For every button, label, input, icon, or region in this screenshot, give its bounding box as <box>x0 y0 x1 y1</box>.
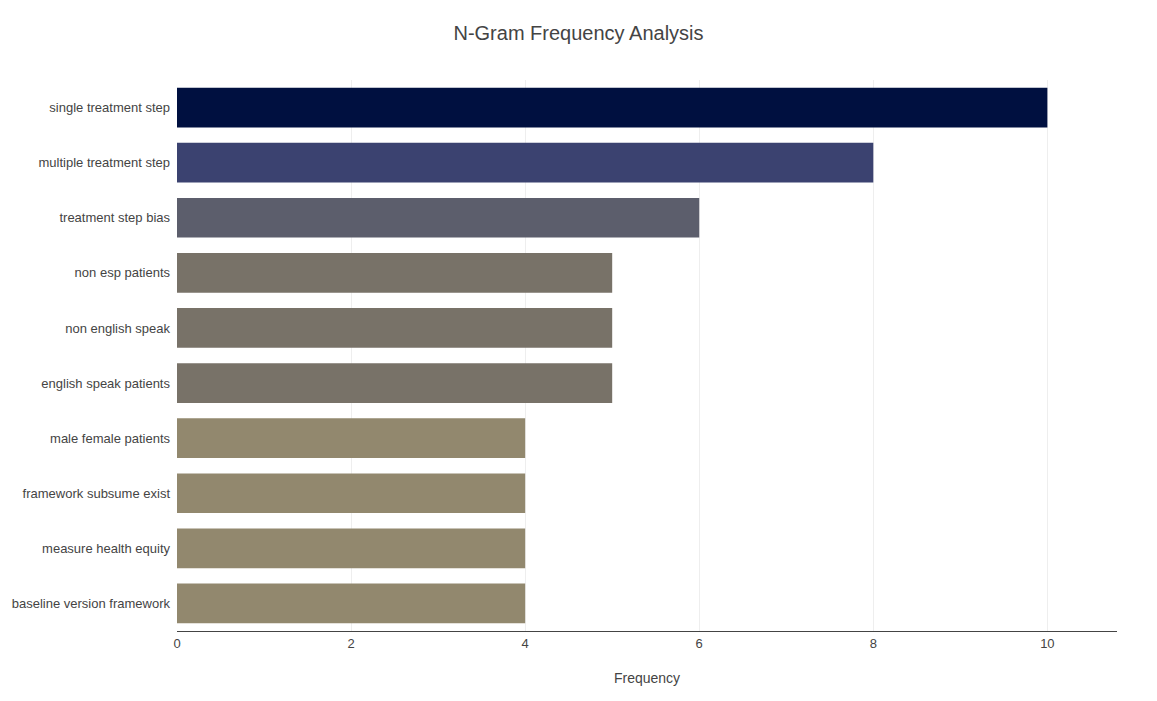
svg-text:8: 8 <box>870 636 877 651</box>
svg-text:10: 10 <box>1040 636 1054 651</box>
svg-text:treatment step bias: treatment step bias <box>59 210 170 225</box>
svg-text:0: 0 <box>173 636 180 651</box>
svg-text:framework subsume exist: framework subsume exist <box>23 486 171 501</box>
svg-text:non esp patients: non esp patients <box>75 265 171 280</box>
svg-text:6: 6 <box>696 636 703 651</box>
svg-text:multiple treatment step: multiple treatment step <box>38 155 170 170</box>
svg-text:4: 4 <box>522 636 529 651</box>
svg-text:english speak patients: english speak patients <box>41 376 170 391</box>
svg-text:2: 2 <box>347 636 354 651</box>
svg-text:N-Gram Frequency Analysis: N-Gram Frequency Analysis <box>453 22 703 44</box>
svg-text:male female patients: male female patients <box>50 431 170 446</box>
svg-text:baseline version framework: baseline version framework <box>12 596 171 611</box>
svg-text:Frequency: Frequency <box>614 670 680 686</box>
svg-text:non english speak: non english speak <box>65 321 170 336</box>
svg-text:single treatment step: single treatment step <box>49 100 170 115</box>
svg-text:measure health equity: measure health equity <box>42 541 170 556</box>
